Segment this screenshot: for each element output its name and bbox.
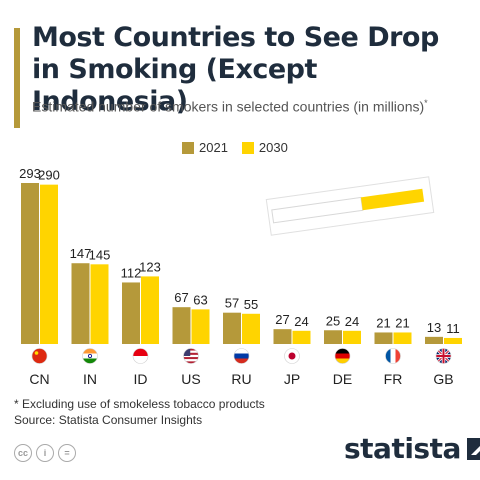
- chart-subtitle: Estimated number of smokers in selected …: [32, 94, 462, 116]
- ru-flag-border: [233, 348, 250, 364]
- footnote-note: * Excluding use of smokeless tobacco pro…: [14, 397, 265, 411]
- value-label-in-2021: 147: [70, 246, 92, 261]
- legend-label-2021: 2021: [199, 140, 228, 155]
- category-label-in: IN: [83, 371, 97, 387]
- value-label-us-2021: 67: [174, 290, 188, 305]
- category-label-cn: CN: [29, 371, 49, 387]
- bar-us-2030: [191, 309, 210, 344]
- bar-in-2021: [71, 263, 90, 344]
- jp-flag-border: [284, 348, 300, 364]
- indonesia-flag-icon: [133, 348, 148, 364]
- footnote: * Excluding use of smokeless tobacco pro…: [14, 396, 265, 428]
- value-label-id-2030: 123: [139, 259, 161, 274]
- no-derivatives-icon: =: [58, 444, 76, 462]
- value-label-ru-2021: 57: [225, 296, 239, 311]
- page-title: Most Countries to See Drop in Smoking (E…: [32, 22, 439, 117]
- bar-de-2030: [343, 330, 361, 344]
- value-label-gb-2021: 13: [427, 320, 441, 335]
- subtitle-footnote-mark: *: [424, 98, 428, 108]
- category-label-de: DE: [333, 371, 352, 387]
- bar-jp-2021: [273, 329, 292, 344]
- legend-item-2030: 2030: [241, 140, 288, 155]
- japan-flag-icon: [284, 348, 300, 364]
- cigarette-paper: [271, 196, 364, 224]
- bar-de-2021: [324, 330, 342, 344]
- title-accent-bar: [14, 28, 20, 128]
- legend-swatch-2030: [241, 141, 254, 154]
- category-label-jp: JP: [284, 371, 300, 387]
- attribution-icon: i: [36, 444, 54, 462]
- france-flag-icon: [385, 348, 401, 364]
- value-label-fr-2030: 21: [395, 315, 409, 330]
- subtitle-text: Estimated number of smokers in selected …: [32, 98, 425, 115]
- russia-flag-icon: [234, 348, 249, 364]
- bar-cn-2030: [40, 184, 58, 344]
- license-icons: cc i =: [14, 444, 76, 462]
- value-label-jp-2021: 27: [275, 312, 289, 327]
- in-flag-border: [82, 348, 98, 364]
- footnote-source: Source: Statista Consumer Insights: [14, 413, 203, 427]
- value-label-fr-2021: 21: [376, 315, 390, 330]
- category-label-id: ID: [134, 371, 148, 387]
- bar-us-2021: [172, 307, 191, 344]
- value-label-jp-2030: 24: [294, 314, 308, 329]
- bar-id-2021: [122, 282, 140, 344]
- fr-flag-border: [385, 348, 401, 364]
- legend-item-2021: 2021: [182, 140, 228, 155]
- legend-swatch-2021: [182, 141, 194, 154]
- statista-logo: statista: [344, 432, 480, 465]
- chart-legend: 2021 2030: [182, 140, 288, 155]
- bar-fr-2021: [374, 332, 393, 344]
- value-label-de-2021: 25: [326, 313, 340, 328]
- bar-cn-2021: [21, 183, 39, 344]
- id-flag-border: [132, 348, 149, 364]
- bar-gb-2021: [425, 336, 443, 344]
- uk-flag-icon: [436, 348, 451, 364]
- germany-flag-icon: [335, 348, 350, 364]
- category-label-us: US: [181, 371, 200, 387]
- value-label-ru-2030: 55: [244, 297, 258, 312]
- de-flag-border: [334, 348, 351, 364]
- value-label-cn-2021: 293: [19, 166, 41, 181]
- value-label-us-2030: 63: [193, 292, 207, 307]
- bar-fr-2030: [393, 332, 412, 344]
- bar-ru-2030: [242, 313, 260, 344]
- cigarette-outline: [265, 176, 435, 236]
- brand-name: statista: [344, 432, 461, 465]
- value-label-de-2030: 24: [345, 314, 359, 329]
- creative-commons-icon: cc: [14, 444, 32, 462]
- cigarette-filter: [360, 188, 425, 211]
- statista-mark-icon: [466, 437, 480, 460]
- value-label-cn-2030: 290: [38, 168, 60, 183]
- bar-id-2030: [141, 276, 159, 344]
- india-flag-icon: [82, 348, 98, 364]
- bar-jp-2030: [292, 330, 311, 344]
- bar-ru-2021: [223, 312, 241, 344]
- category-label-fr: FR: [384, 371, 403, 387]
- bar-in-2030: [90, 264, 109, 344]
- cn-flag-border: [31, 348, 48, 364]
- category-label-gb: GB: [433, 371, 453, 387]
- category-label-ru: RU: [231, 371, 251, 387]
- value-label-id-2021: 112: [121, 265, 142, 280]
- value-label-gb-2030: 11: [446, 321, 460, 336]
- value-label-in-2030: 145: [89, 247, 111, 262]
- cigarette-illustration: [265, 176, 435, 236]
- gb-flag-border: [435, 348, 452, 364]
- usa-flag-icon: [183, 348, 199, 364]
- china-flag-icon: [32, 348, 47, 364]
- us-flag-border: [183, 348, 199, 364]
- bar-gb-2030: [444, 337, 462, 344]
- legend-label-2030: 2030: [258, 140, 288, 155]
